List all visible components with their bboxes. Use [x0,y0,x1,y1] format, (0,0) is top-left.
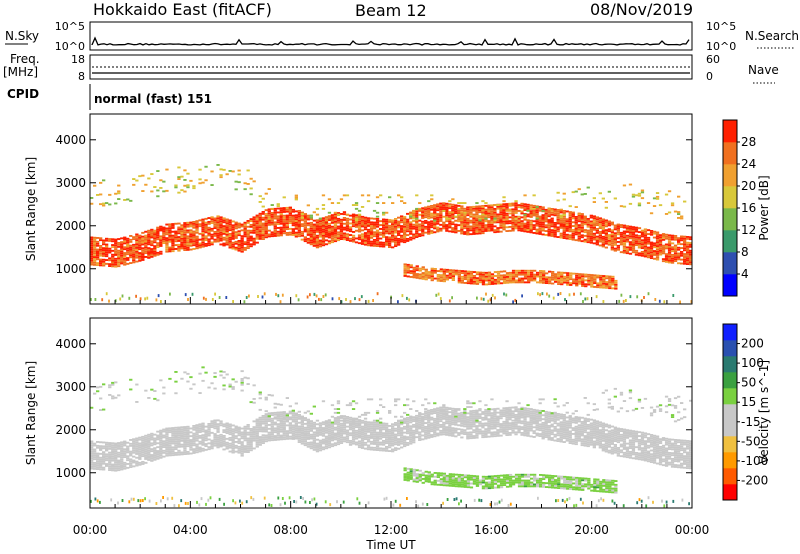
freq-panel [89,54,693,80]
velocity-colorbar-label: -15 [741,415,761,429]
x-tick-label: 16:00 [474,523,509,537]
power-band-upper-streaks [90,164,687,222]
power-plot-bg [90,114,692,304]
freq-tick-top: 18 [71,53,85,66]
velocity-colorbar-label: -100 [741,454,768,468]
power-colorbar-label: 4 [741,267,749,281]
power-colorbar-label: 28 [741,135,756,149]
x-tick-label: 20:00 [574,523,609,537]
velocity-ytick-label: 4000 [55,337,86,351]
power-colorbar-segment [723,164,737,187]
power-colorbar-label: 12 [741,223,756,237]
nsky-panel [89,21,693,51]
power-near-range-clutter [90,292,693,304]
nsearch-label: N.Search [745,29,799,43]
velocity-colorbar-segment [723,452,737,469]
x-tick-label: 00:00 [675,523,710,537]
velocity-colorbar-label: 15 [741,395,756,409]
power-band-main-echo [90,202,693,268]
x-axis-label: Time UT [365,538,416,552]
date-title: 08/Nov/2019 [590,0,693,19]
nave-tick-top: 60 [706,53,720,66]
power-colorbar-segment [723,120,737,143]
velocity-colorbar-segment [723,340,737,357]
velocity-near-range-clutter [90,496,690,508]
nsky-trace [91,36,690,46]
velocity-band-upper-streaks [90,366,693,426]
power-colorbar-segment [723,230,737,253]
power-ytick-label: 4000 [55,133,86,147]
velocity-colorbar-segment [723,404,737,421]
power-band-low-range-echo [403,263,618,290]
power-colorbar-segment [723,142,737,165]
velocity-colorbar-label: 200 [741,337,764,351]
velocity-colorbar-segment [723,436,737,453]
power-colorbar-segment [723,186,737,209]
velocity-colorbar-title: Velocity [m s^-1] [757,360,771,464]
velocity-colorbar-segment [723,420,737,437]
velocity-y-axis-label: Slant Range [km] [24,361,38,465]
velocity-colorbar-segment [723,356,737,373]
velocity-colorbar-frame [722,323,738,501]
power-colorbar-label: 16 [741,201,756,215]
cpid-value: normal (fast) 151 [94,92,212,106]
power-colorbar-label: 20 [741,179,756,193]
freq-unit: [MHz] [3,65,38,79]
velocity-colorbar-label: 50 [741,376,756,390]
cpid-label: CPID [7,87,39,101]
nsearch-tick-top: 10^5 [706,20,736,33]
velocity-panel: 1000 2000 3000 4000 Slant Range [km] 200 100 50… [24,317,771,509]
x-tick-label: 04:00 [173,523,208,537]
freq-label: Freq. [10,52,40,66]
x-tick-labels: 00:00 04:00 08:00 12:00 16:00 20:00 00:00 [73,523,710,537]
velocity-ytick-label: 2000 [55,423,86,437]
power-colorbar-title: Power [dB] [757,175,771,240]
power-colorbar-label: 8 [741,245,749,259]
power-ytick-label: 2000 [55,219,86,233]
nsky-tick-bottom: 10^0 [55,40,85,53]
power-ytick-label: 1000 [55,262,86,276]
velocity-colorbar-label: -200 [741,473,768,487]
power-panel: 1000 2000 3000 4000 Slant Range [km] 4 8 12 16 20… [24,113,771,305]
station-title: Hokkaido East (fitACF) [93,0,272,19]
velocity-band-main-echo [90,406,693,472]
velocity-ytick-label: 1000 [55,466,86,480]
nsky-label: N.Sky [5,29,39,43]
nave-label: Nave [748,63,779,77]
x-tick-label: 12:00 [374,523,409,537]
freq-tick-bottom: 8 [78,70,85,83]
nave-tick-bottom: 0 [706,70,713,83]
velocity-colorbar-segment [723,388,737,405]
nsearch-tick-bottom: 10^0 [706,40,736,53]
power-y-axis-label: Slant Range [km] [24,157,38,261]
velocity-colorbar-label: 100 [741,356,764,370]
velocity-ytick-label: 3000 [55,380,86,394]
velocity-colorbar-segment [723,468,737,485]
velocity-colorbar-segment [723,484,737,501]
power-colorbar-segment [723,252,737,275]
power-colorbar-segment [723,208,737,231]
x-tick-label: 08:00 [273,523,308,537]
velocity-band-low-range-echo [403,467,618,494]
velocity-colorbar-segment [723,372,737,389]
velocity-colorbar-segment [723,324,737,341]
x-tick-label: 00:00 [73,523,108,537]
nsky-tick-top: 10^5 [55,20,85,33]
beam-title: Beam 12 [355,1,427,20]
power-colorbar-segment [723,274,737,297]
velocity-colorbar-label: -50 [741,434,761,448]
power-ytick-label: 3000 [55,176,86,190]
power-colorbar-label: 24 [741,157,756,171]
